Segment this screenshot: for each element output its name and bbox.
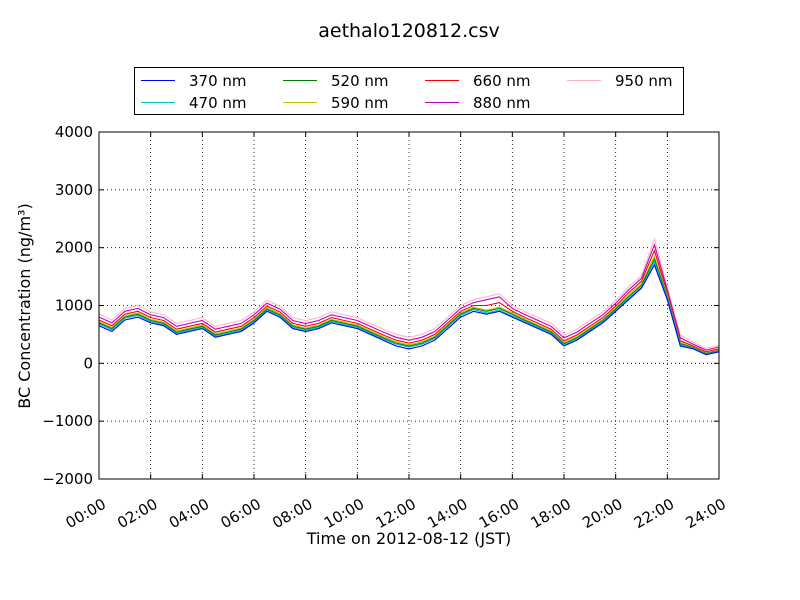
y-tick-label: −1000 bbox=[42, 412, 93, 430]
series-line-660-nm bbox=[98, 248, 720, 353]
x-tick-label: 12:00 bbox=[373, 495, 419, 532]
x-tick-label: 18:00 bbox=[528, 495, 574, 532]
y-tick-label: −2000 bbox=[42, 470, 93, 488]
x-tick-label: 24:00 bbox=[683, 495, 729, 532]
series-line-950-nm bbox=[98, 237, 720, 349]
legend-label: 520 nm bbox=[331, 72, 389, 90]
legend-label: 470 nm bbox=[189, 94, 247, 112]
legend-swatch bbox=[141, 102, 175, 103]
x-tick-label: 22:00 bbox=[631, 495, 677, 532]
x-tick-label: 10:00 bbox=[321, 495, 367, 532]
y-axis: −2000 −1000 0 1000 2000 3000 4000 bbox=[42, 123, 719, 488]
legend-label: 950 nm bbox=[615, 72, 673, 90]
legend-swatch bbox=[283, 80, 317, 81]
series-line-370-nm bbox=[98, 263, 720, 356]
series-line-880-nm bbox=[98, 243, 720, 351]
legend-label: 880 nm bbox=[473, 94, 531, 112]
x-tick-label: 16:00 bbox=[476, 495, 522, 532]
legend-label: 590 nm bbox=[331, 94, 389, 112]
legend-swatch bbox=[567, 80, 601, 81]
x-tick-label: 08:00 bbox=[269, 495, 315, 532]
y-tick-label: 3000 bbox=[55, 181, 93, 199]
y-axis-label: BC Concentration (ng/m³) bbox=[15, 203, 34, 408]
y-tick-label: 1000 bbox=[55, 297, 93, 315]
series-line-470-nm bbox=[98, 260, 720, 355]
legend-swatch bbox=[141, 80, 175, 81]
legend-swatch bbox=[283, 102, 317, 103]
x-tick-label: 14:00 bbox=[424, 495, 470, 532]
x-tick-label: 20:00 bbox=[579, 495, 625, 532]
x-tick-label: 06:00 bbox=[218, 495, 264, 532]
series-line-520-nm bbox=[98, 257, 720, 355]
legend-swatch bbox=[425, 80, 459, 81]
legend-label: 660 nm bbox=[473, 72, 531, 90]
series-lines bbox=[98, 237, 720, 356]
legend-label: 370 nm bbox=[189, 72, 247, 90]
x-axis-label: Time on 2012-08-12 (JST) bbox=[306, 529, 511, 548]
chart-title: aethalo120812.csv bbox=[318, 20, 500, 42]
x-axis: 00:00 02:00 04:00 06:00 08:00 10:00 12:00 14:00… bbox=[63, 132, 729, 532]
grid bbox=[99, 132, 719, 479]
legend-swatch bbox=[425, 102, 459, 103]
legend: 370 nm 470 nm 520 nm 590 nm 660 nm 880 nm 950 … bbox=[134, 67, 684, 115]
y-tick-label: 2000 bbox=[55, 239, 93, 257]
y-tick-label: 0 bbox=[83, 354, 93, 372]
x-tick-label: 00:00 bbox=[63, 495, 109, 532]
y-tick-label: 4000 bbox=[55, 123, 93, 141]
x-tick-label: 04:00 bbox=[166, 495, 212, 532]
series-line-590-nm bbox=[98, 254, 720, 354]
x-tick-label: 02:00 bbox=[114, 495, 160, 532]
